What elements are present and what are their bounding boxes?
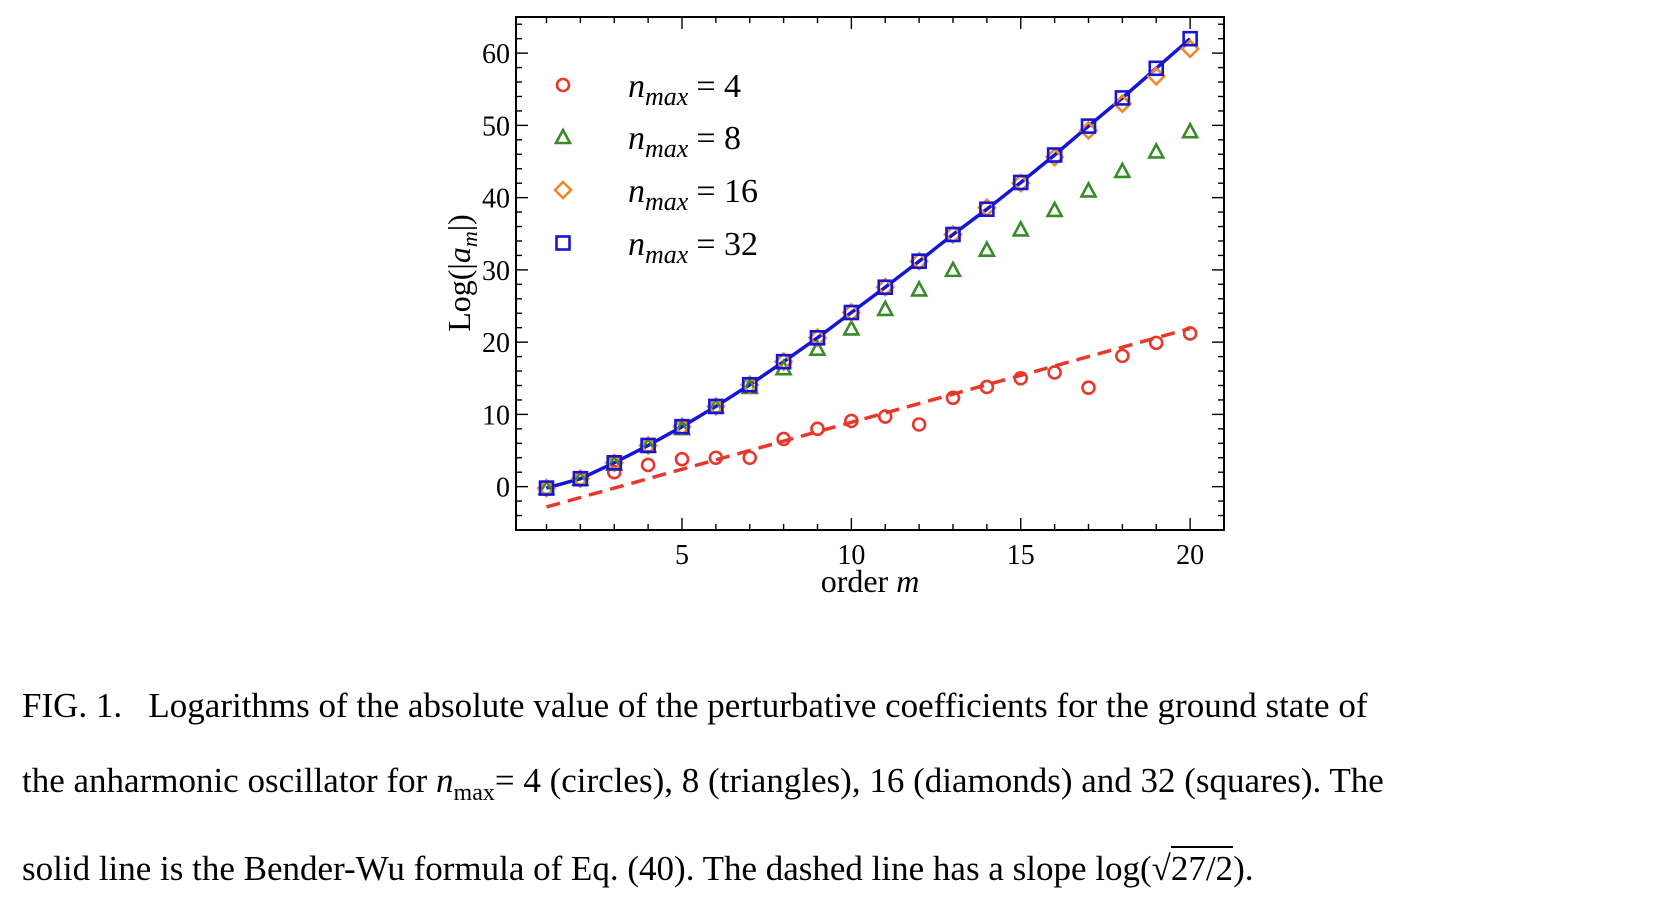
square-point [809, 330, 826, 346]
y-tick-label: 40 [482, 184, 510, 215]
caption-line-2: the anharmonic oscillator for nmax= 4 (c… [22, 743, 1642, 831]
legend-entry-label: nmax = 16 [628, 173, 758, 216]
circle-point [1047, 365, 1062, 380]
caption-line-3: solid line is the Bender-Wu formula of E… [22, 831, 1642, 906]
circle-point [979, 379, 995, 395]
bender-wu-line [546, 37, 1192, 490]
axis-ticks [516, 17, 1224, 530]
square-point [1148, 60, 1165, 77]
circle-point [606, 464, 622, 480]
triangle-point [943, 260, 963, 278]
caption-sqrt-content: 27/2 [1170, 846, 1234, 888]
triangle-point [842, 318, 861, 336]
caption-fig-label: FIG. 1. [22, 686, 123, 725]
triangle-point [876, 299, 895, 317]
figure-caption: FIG. 1. Logarithms of the absolute value… [22, 668, 1642, 906]
square-point [741, 376, 758, 393]
legend-entry-label: nmax = 8 [628, 120, 741, 163]
square-point [945, 226, 961, 243]
legend-triangle-icon [553, 127, 573, 145]
circle-point [945, 390, 961, 406]
square-point [1046, 147, 1063, 163]
x-axis-label: order m [821, 563, 920, 599]
y-tick-label: 30 [482, 256, 510, 287]
triangle-point [1180, 121, 1200, 139]
y-tick-label: 0 [496, 473, 510, 504]
x-tick-label: 5 [675, 540, 689, 571]
triangle-point [1147, 141, 1166, 159]
axis-tick-labels: 5 10 15 20 0 10 20 30 40 50 60 [482, 39, 1204, 571]
circle-point [1115, 348, 1130, 364]
circle-point [911, 417, 927, 432]
square-point [606, 455, 623, 471]
caption-line-3-b: ). [1233, 849, 1254, 888]
square-point [640, 437, 656, 454]
caption-line-2-b: = 4 (circles), 8 (triangles), 16 (diamon… [494, 761, 1384, 800]
square-point [674, 418, 690, 435]
caption-nmax-symbol: nmax [436, 761, 495, 806]
legend: nmax = 4 nmax = 8 nmax = 16 nmax = 32 [553, 68, 758, 269]
square-point [877, 279, 894, 296]
square-point [538, 480, 555, 496]
legend-diamond-icon [553, 180, 573, 200]
circle-point [1182, 326, 1198, 341]
caption-nmax-sub: max [453, 780, 495, 806]
triangle-point [1079, 180, 1098, 198]
circle-point [776, 431, 791, 447]
square-point [775, 353, 792, 370]
x-tick-label: 20 [1176, 540, 1204, 571]
y-tick-label: 50 [482, 111, 510, 142]
circle-point [742, 450, 758, 466]
square-point [979, 201, 995, 217]
data-markers [536, 30, 1200, 498]
dashed-slope-line [546, 326, 1191, 509]
triangle-point [1113, 161, 1132, 179]
y-tick-label: 20 [482, 328, 510, 359]
sqrt-symbol: √ [1151, 849, 1171, 888]
circle-point [674, 451, 690, 467]
legend-square-icon [555, 235, 571, 251]
circle-point [810, 421, 825, 437]
circle-point [877, 409, 893, 424]
circle-point [1148, 335, 1164, 351]
square-point [1012, 174, 1029, 191]
y-axis-label: Log(|am|) [441, 214, 482, 332]
square-point [1114, 90, 1131, 106]
square-point [1080, 118, 1097, 134]
fit-lines [546, 37, 1192, 509]
square-point [1182, 30, 1198, 47]
circle-point [1081, 380, 1096, 395]
triangle-point [909, 279, 929, 297]
square-point [843, 304, 860, 321]
legend-entry-label: nmax = 32 [628, 226, 758, 269]
triangle-point [977, 239, 997, 257]
plot-frame [515, 16, 1225, 531]
x-tick-label: 15 [1007, 540, 1035, 571]
triangle-point [808, 338, 827, 356]
square-point [708, 398, 724, 415]
x-tick-label: 10 [837, 540, 865, 571]
square-point [572, 470, 589, 487]
circle-point [844, 413, 859, 429]
circle-point [640, 457, 656, 473]
y-tick-label: 10 [482, 400, 510, 431]
circle-point [1013, 370, 1029, 386]
y-tick-label: 60 [482, 39, 510, 70]
caption-line-1: FIG. 1. Logarithms of the absolute value… [22, 668, 1642, 743]
caption-line-2-a: the anharmonic oscillator for [22, 761, 428, 800]
triangle-point [1045, 200, 1064, 218]
legend-circle-icon [555, 77, 571, 93]
square-point [911, 253, 927, 270]
triangle-point [1011, 219, 1030, 237]
caption-line-3-a: solid line is the Bender-Wu formula of E… [22, 849, 1152, 888]
legend-entry-label: nmax = 4 [628, 68, 741, 111]
circle-point [708, 450, 724, 466]
caption-line-1-text: Logarithms of the absolute value of the … [148, 686, 1368, 725]
